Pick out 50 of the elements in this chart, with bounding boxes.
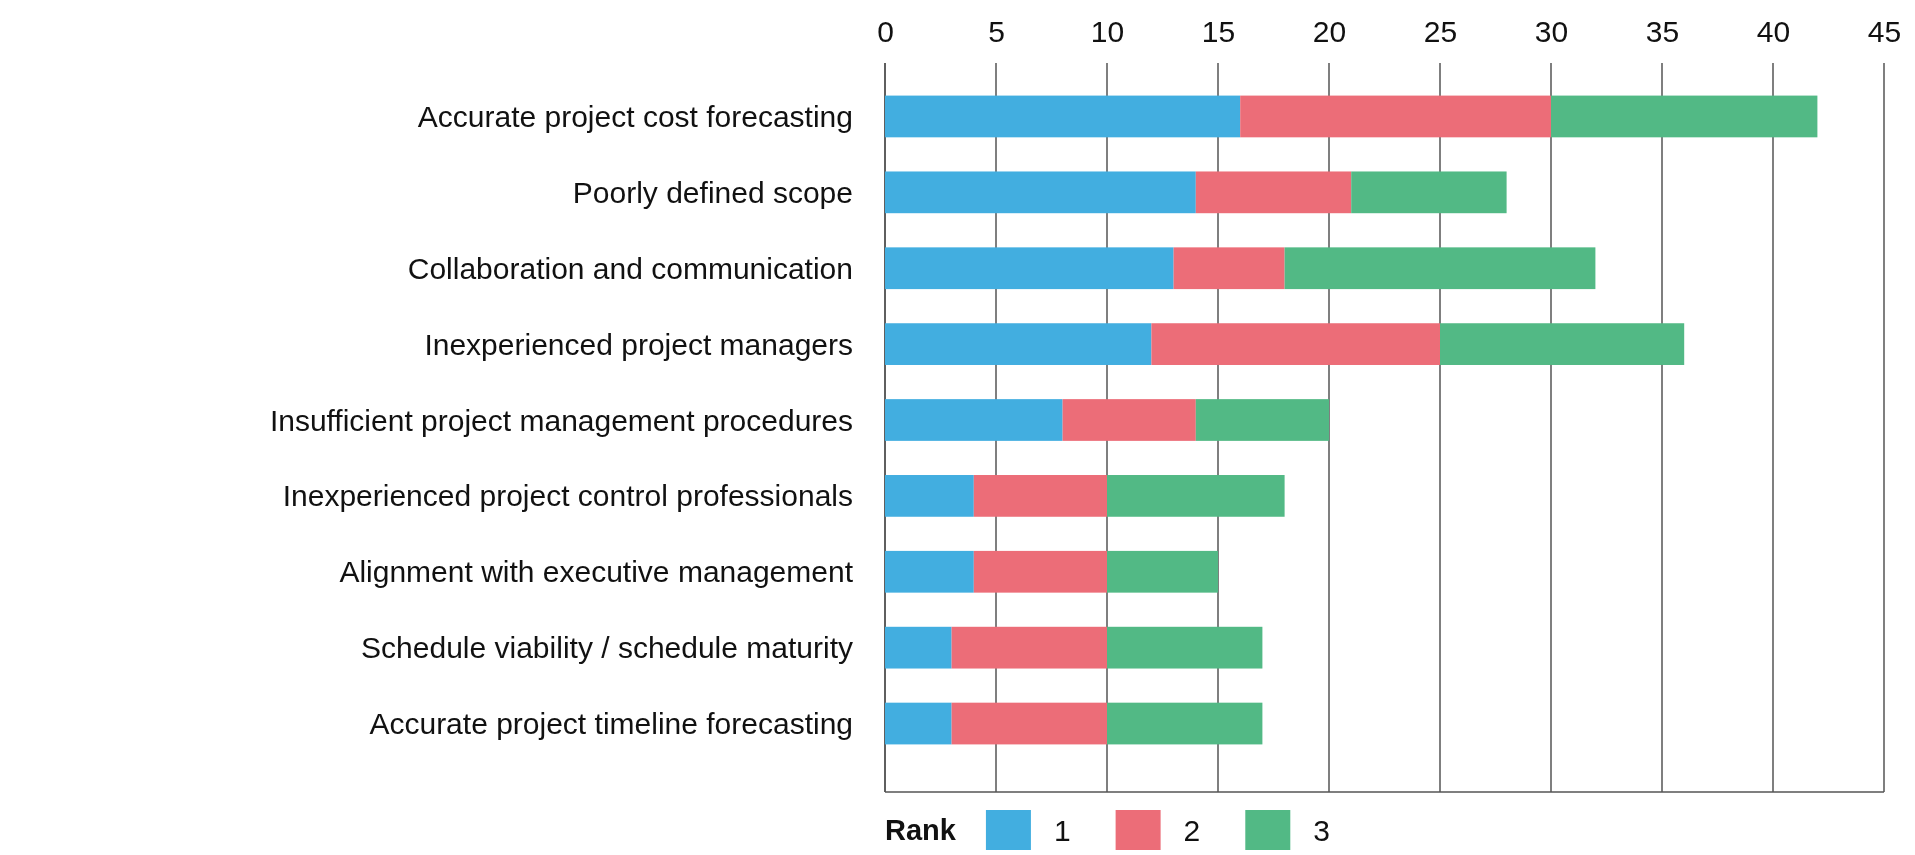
bar	[885, 550, 974, 593]
bar	[1173, 247, 1285, 290]
y-tick-label: Schedule viability / schedule maturity	[361, 631, 853, 665]
bar	[1107, 550, 1218, 593]
x-tick-label: 45	[1867, 15, 1902, 48]
x-tick-label: 10	[1090, 15, 1125, 48]
y-tick-label: Insufficient project management procedures	[269, 403, 853, 437]
x-tick-label: 0	[877, 15, 894, 48]
bar	[973, 475, 1107, 517]
bar	[1284, 247, 1596, 290]
x-tick-label: 25	[1423, 15, 1458, 48]
bar	[885, 475, 974, 517]
bar	[1351, 171, 1507, 214]
bar	[885, 702, 952, 745]
x-tick-label: 35	[1645, 15, 1680, 48]
y-tick-label: Alignment with executive management	[339, 555, 854, 589]
bar	[885, 626, 952, 669]
y-tick-label: Inexperienced project managers	[424, 327, 853, 361]
bar	[973, 550, 1107, 593]
bar	[1107, 475, 1285, 517]
x-tick-label: 40	[1756, 15, 1791, 48]
bar	[885, 323, 1152, 365]
bar	[951, 626, 1107, 669]
bar	[1551, 95, 1818, 138]
bar	[1440, 323, 1685, 365]
bar	[951, 702, 1107, 745]
bar	[1062, 399, 1196, 441]
y-tick-label: Inexperienced project control professionals	[282, 479, 853, 513]
bar	[1195, 171, 1352, 214]
bar	[1151, 323, 1440, 365]
bar	[1195, 399, 1329, 441]
y-tick-label: Accurate project timeline forecasting	[369, 707, 853, 741]
x-tick-label: 15	[1201, 15, 1236, 48]
x-tick-label: 30	[1534, 15, 1569, 48]
legend-title: Rank	[885, 814, 957, 847]
bar	[1240, 95, 1551, 138]
bar	[1107, 702, 1263, 745]
legend-label: 2	[1183, 813, 1201, 847]
bar	[885, 247, 1174, 290]
y-tick-label: Collaboration and communication	[407, 251, 853, 285]
bar	[885, 171, 1196, 214]
legend-label: 3	[1313, 813, 1330, 847]
x-tick-label: 5	[988, 15, 1005, 48]
y-tick-label: Accurate project cost forecasting	[417, 99, 853, 133]
bar	[885, 399, 1063, 441]
x-tick-label: 20	[1312, 15, 1347, 48]
bar	[885, 95, 1241, 138]
bar	[1107, 626, 1263, 669]
legend-label: 1	[1053, 813, 1071, 847]
y-tick-label: Poorly defined scope	[572, 175, 853, 209]
